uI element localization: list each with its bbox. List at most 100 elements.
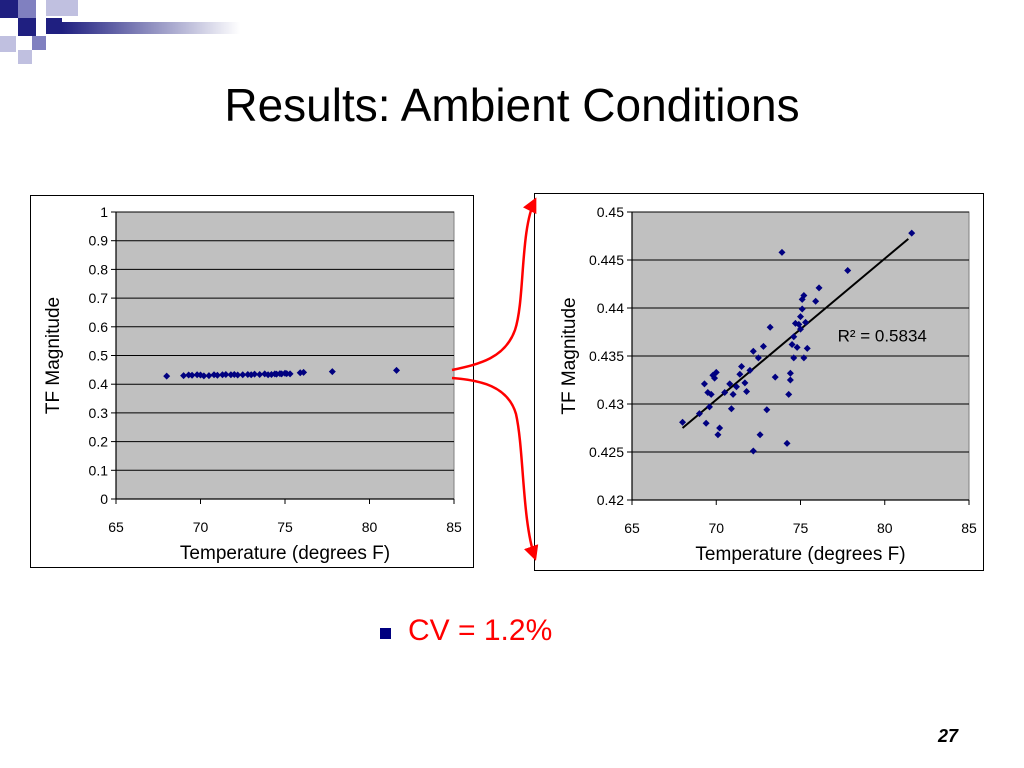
data-point	[205, 372, 213, 380]
data-point	[700, 380, 708, 388]
data-point	[812, 297, 820, 305]
data-point	[230, 370, 238, 378]
y-axis-label: TF Magnitude	[559, 297, 580, 414]
y-tick-label: 0.445	[589, 252, 624, 268]
corner-square	[18, 18, 36, 36]
data-point	[163, 372, 171, 380]
zoom-connector-lower	[451, 376, 539, 561]
data-point	[786, 369, 794, 377]
y-axis-label: TF Magnitude	[43, 297, 64, 414]
y-tick-label: 0.9	[89, 233, 109, 249]
data-point	[749, 447, 757, 455]
data-point	[746, 366, 754, 374]
x-tick-label: 65	[624, 520, 640, 536]
data-point	[797, 313, 804, 321]
data-point	[798, 305, 806, 313]
data-point	[213, 371, 221, 379]
data-point	[786, 376, 794, 384]
data-point	[239, 371, 247, 379]
data-point	[328, 368, 336, 376]
data-point	[738, 363, 746, 371]
data-point	[766, 323, 774, 331]
y-tick-label: 0.45	[597, 204, 624, 220]
data-point	[793, 343, 801, 351]
y-tick-label: 0.425	[589, 444, 624, 460]
data-point	[200, 372, 208, 380]
y-tick-label: 0.5	[89, 348, 109, 364]
x-tick-label: 85	[446, 519, 462, 535]
data-point	[802, 318, 810, 326]
y-tick-label: 0.6	[89, 319, 109, 335]
data-point	[244, 370, 252, 378]
chart-full-scale: 0 0.1 0.2 0.3 0.4 0.5 0.6 0.7 0.8 0.9 1 65 70 75 80 85 T…	[30, 195, 474, 568]
data-point	[749, 347, 757, 355]
y-tick-label: 0.435	[589, 348, 624, 364]
data-point	[711, 374, 719, 382]
x-tick-label: 85	[961, 520, 977, 536]
data-point	[778, 248, 786, 256]
corner-square	[0, 36, 16, 52]
x-tick-label: 70	[193, 519, 209, 535]
slide-title: Results: Ambient Conditions	[224, 79, 800, 131]
data-point	[800, 292, 808, 300]
page-number: 27	[938, 726, 959, 746]
y-tick-label: 1	[100, 204, 108, 220]
data-point	[800, 354, 808, 362]
trendline	[681, 238, 909, 429]
data-point	[788, 340, 796, 348]
data-point	[707, 390, 715, 398]
x-tick-label: 80	[877, 520, 893, 536]
y-tick-label: 0.2	[89, 434, 109, 450]
data-point	[741, 379, 749, 387]
corner-square	[18, 0, 36, 18]
data-point	[721, 388, 729, 396]
x-axis-label: Temperature (degrees F)	[180, 543, 390, 564]
data-point	[716, 424, 724, 432]
y-tick-label: 0.7	[89, 290, 109, 306]
x-tick-label: 75	[277, 519, 293, 535]
x-tick-label: 65	[108, 519, 124, 535]
chart-zoomed: 0.42 0.425 0.43 0.435 0.44 0.445 0.45 65 70 75 80 8…	[534, 193, 984, 571]
data-point	[783, 439, 791, 447]
corner-square	[0, 0, 18, 18]
y-tick-label: 0.44	[597, 300, 624, 316]
y-tick-label: 0.3	[89, 405, 109, 421]
data-point	[736, 370, 744, 378]
y-tick-label: 0.43	[597, 396, 624, 412]
corner-square	[32, 36, 46, 50]
y-tick-label: 0.8	[89, 261, 109, 277]
data-point	[756, 431, 764, 439]
data-point	[714, 431, 722, 439]
data-point	[732, 383, 740, 391]
x-tick-label: 70	[708, 520, 724, 536]
data-point	[712, 368, 720, 376]
zoom-connector-upper	[451, 197, 537, 372]
data-point	[844, 267, 852, 275]
y-tick-label: 0	[100, 491, 108, 507]
data-point	[771, 373, 779, 381]
r-squared-annotation: R² = 0.5834	[838, 327, 927, 346]
y-tick-label: 0.1	[89, 462, 109, 478]
data-point	[798, 295, 806, 303]
corner-square	[62, 0, 78, 16]
data-point	[908, 229, 916, 237]
chart-full-scale-svg: 0 0.1 0.2 0.3 0.4 0.5 0.6 0.7 0.8 0.9 1 65 70 75 80 85 T…	[43, 204, 462, 564]
corner-decoration	[0, 0, 240, 64]
data-point	[278, 370, 286, 378]
data-point	[393, 366, 401, 374]
data-point	[727, 405, 735, 413]
x-axis-label: Temperature (degrees F)	[695, 544, 905, 565]
data-point	[815, 284, 823, 292]
data-point	[785, 390, 793, 398]
chart-zoomed-svg: 0.42 0.425 0.43 0.435 0.44 0.445 0.45 65 70 75 80 8…	[559, 204, 977, 565]
x-tick-label: 80	[362, 519, 378, 535]
data-point	[256, 370, 264, 378]
data-point	[286, 370, 294, 378]
data-point	[803, 344, 811, 352]
data-point	[790, 354, 798, 362]
corner-square	[46, 0, 62, 16]
data-point	[754, 354, 762, 362]
data-point	[706, 403, 714, 411]
corner-square	[46, 18, 62, 34]
